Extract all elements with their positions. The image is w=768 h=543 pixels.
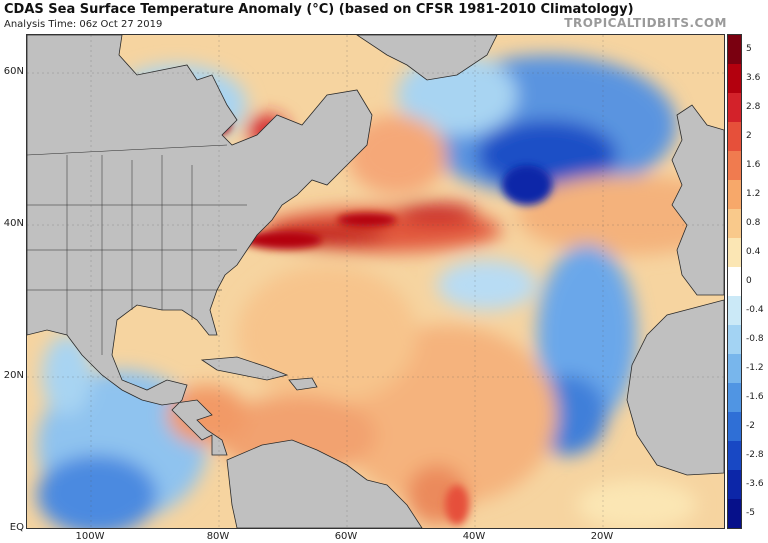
colorbar-segment xyxy=(728,441,741,470)
colorbar-label: 0.4 xyxy=(746,246,761,257)
colorbar-segment xyxy=(728,354,741,383)
colorbar-segment xyxy=(728,296,741,325)
colorbar-segment xyxy=(728,499,741,528)
colorbar-label: -1.6 xyxy=(746,391,764,402)
colorbar-label: -3.6 xyxy=(746,478,764,489)
colorbar-segment xyxy=(728,470,741,499)
lat-label-20n: 20N xyxy=(3,370,24,381)
map-title: CDAS Sea Surface Temperature Anomaly (°C… xyxy=(4,2,634,17)
colorbar-segment xyxy=(728,325,741,354)
colorbar-label: -2 xyxy=(746,420,755,431)
political-borders xyxy=(27,144,247,355)
lon-label-20w: 20W xyxy=(590,531,614,542)
analysis-time: Analysis Time: 06z Oct 27 2019 xyxy=(4,19,163,30)
colorbar-segment xyxy=(728,35,741,64)
colorbar-segment xyxy=(728,93,741,122)
lat-label-60n: 60N xyxy=(3,66,24,77)
colorbar-label: -1.2 xyxy=(746,362,764,373)
south-america-land xyxy=(226,439,423,528)
lat-label-40n: 40N xyxy=(3,218,24,229)
colorbar xyxy=(727,34,742,529)
colorbar-label: 3.6 xyxy=(746,72,761,83)
colorbar-segment xyxy=(728,151,741,180)
land-masses xyxy=(27,35,724,528)
sst-anomaly-map xyxy=(26,34,725,529)
lat-label-eq: EQ xyxy=(9,522,24,533)
lon-label-100w: 100W xyxy=(75,531,105,542)
colorbar-segment xyxy=(728,412,741,441)
brand-watermark: TROPICALTIDBITS.COM xyxy=(564,16,727,30)
greenland-land xyxy=(356,35,498,81)
colorbar-segment xyxy=(728,64,741,93)
colorbar-label: -2.8 xyxy=(746,449,764,460)
colorbar-label: 0.8 xyxy=(746,217,761,228)
colorbar-label: 5 xyxy=(746,43,752,54)
colorbar-label: 2 xyxy=(746,130,752,141)
hispaniola-land xyxy=(288,377,318,391)
colorbar-label: -0.4 xyxy=(746,304,764,315)
colorbar-label: -5 xyxy=(746,507,755,518)
cuba-land xyxy=(200,356,289,381)
colorbar-label: 2.8 xyxy=(746,101,761,112)
colorbar-segment xyxy=(728,238,741,267)
colorbar-label: 1.2 xyxy=(746,188,761,199)
map-canvas xyxy=(27,35,724,528)
lon-label-80w: 80W xyxy=(206,531,230,542)
europe-land xyxy=(671,104,724,296)
colorbar-label: -0.8 xyxy=(746,333,764,344)
north-america-land xyxy=(27,35,373,456)
graticule xyxy=(27,35,724,528)
colorbar-segment xyxy=(728,383,741,412)
colorbar-segment xyxy=(728,180,741,209)
colorbar-segment xyxy=(728,267,741,296)
lon-label-40w: 40W xyxy=(462,531,486,542)
colorbar-segment xyxy=(728,122,741,151)
africa-land xyxy=(626,299,724,476)
lon-label-60w: 60W xyxy=(334,531,358,542)
colorbar-label: 0 xyxy=(746,275,752,286)
colorbar-segment xyxy=(728,209,741,238)
colorbar-label: 1.6 xyxy=(746,159,761,170)
